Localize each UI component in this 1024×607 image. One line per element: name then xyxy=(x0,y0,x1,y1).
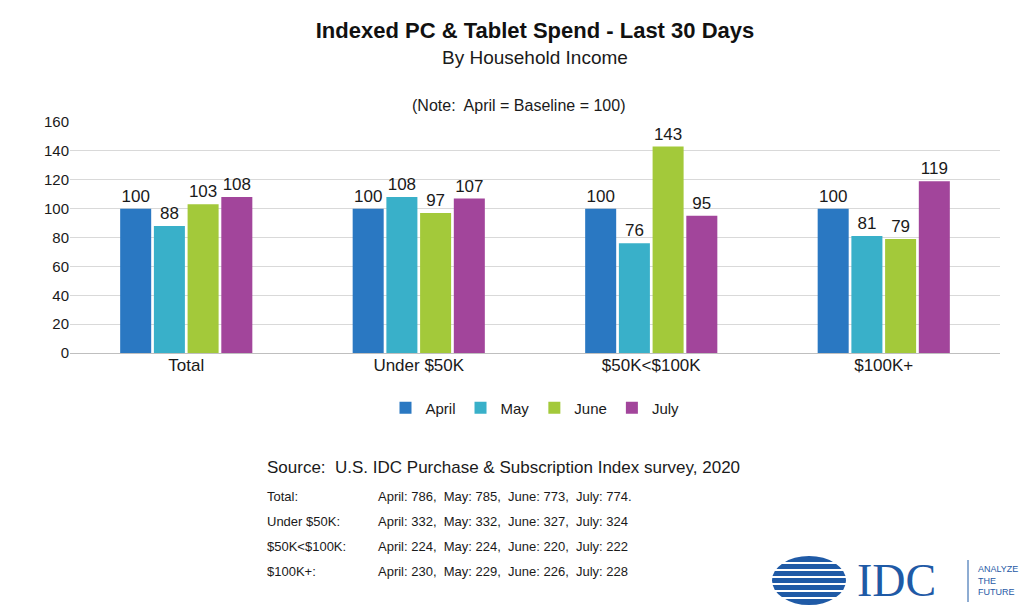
svg-text:60: 60 xyxy=(52,258,69,275)
svg-text:April: 786, May: 785, June:: April: 786, May: 785, June: 773, July: 7… xyxy=(378,489,632,504)
svg-text:100: 100 xyxy=(121,187,149,206)
svg-text:April: 224, May: 224, June:: April: 224, May: 224, June: 220, July: 2… xyxy=(378,539,628,554)
svg-text:$50K<$100K:: $50K<$100K: xyxy=(267,539,346,554)
svg-text:120: 120 xyxy=(44,171,69,188)
svg-text:ANALYZETHEFUTURE: ANALYZETHEFUTURE xyxy=(978,564,1018,597)
svg-text:Total:: Total: xyxy=(267,489,298,504)
svg-text:May: May xyxy=(501,400,530,417)
svg-text:April: April xyxy=(426,400,456,417)
svg-text:Under $50K:: Under $50K: xyxy=(267,514,340,529)
svg-text:107: 107 xyxy=(455,177,483,196)
svg-text:103: 103 xyxy=(189,182,217,201)
svg-text:0: 0 xyxy=(61,344,69,361)
svg-text:76: 76 xyxy=(625,221,644,240)
svg-text:April: 332, May: 332, June:: April: 332, May: 332, June: 327, July: 3… xyxy=(378,514,628,529)
svg-text:97: 97 xyxy=(426,191,445,210)
svg-text:160: 160 xyxy=(44,113,69,130)
svg-text:Source: U.S. IDC Purchase & S: Source: U.S. IDC Purchase & Subscription… xyxy=(267,458,740,477)
svg-text:100: 100 xyxy=(586,187,614,206)
svg-text:Total: Total xyxy=(168,356,204,375)
svg-text:20: 20 xyxy=(52,315,69,332)
svg-text:$100K+:: $100K+: xyxy=(267,564,316,579)
svg-text:108: 108 xyxy=(388,175,416,194)
svg-text:100: 100 xyxy=(819,187,847,206)
svg-text:100: 100 xyxy=(354,187,382,206)
svg-text:80: 80 xyxy=(52,229,69,246)
svg-text:108: 108 xyxy=(223,175,251,194)
svg-text:79: 79 xyxy=(891,217,910,236)
svg-text:40: 40 xyxy=(52,287,69,304)
svg-text:(Note: April = Baseline = 100: (Note: April = Baseline = 100) xyxy=(412,97,625,114)
svg-text:88: 88 xyxy=(160,204,179,223)
svg-text:Indexed PC & Tablet Spend - La: Indexed PC & Tablet Spend - Last 30 Days xyxy=(316,18,755,43)
svg-text:Under $50K: Under $50K xyxy=(373,356,464,375)
svg-text:June: June xyxy=(574,400,607,417)
svg-text:143: 143 xyxy=(654,125,682,144)
svg-text:By Household Income: By Household Income xyxy=(442,47,628,68)
svg-text:140: 140 xyxy=(44,142,69,159)
svg-text:81: 81 xyxy=(857,214,876,233)
svg-text:95: 95 xyxy=(692,194,711,213)
svg-text:100: 100 xyxy=(44,200,69,217)
svg-text:July: July xyxy=(652,400,679,417)
svg-text:119: 119 xyxy=(921,159,948,178)
svg-text:IDC: IDC xyxy=(857,555,936,606)
svg-text:April: 230, May: 229, June:: April: 230, May: 229, June: 226, July: 2… xyxy=(378,564,628,579)
svg-text:$50K<$100K: $50K<$100K xyxy=(602,356,701,375)
svg-text:$100K+: $100K+ xyxy=(854,356,913,375)
